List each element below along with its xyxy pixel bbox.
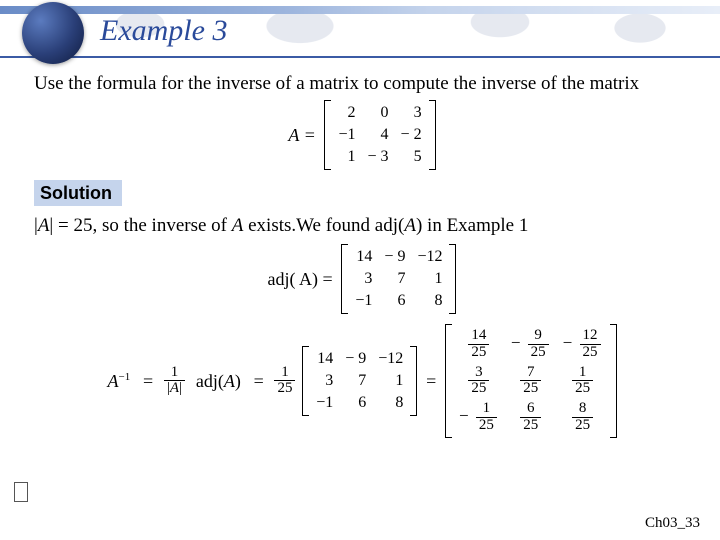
eq2: = — [254, 370, 264, 393]
frac1-num: 1 — [164, 365, 185, 382]
footer-page: Ch03_33 — [645, 515, 700, 532]
explain-A3: A — [404, 215, 416, 236]
adj-text: adj(A) — [196, 370, 241, 393]
inverse-result-matrix: 1425− 925− 1225325725125− 125625825 — [445, 324, 617, 438]
matrix-a-row: A = 203−14− 21− 35 — [34, 100, 686, 170]
explain-mid: | = 25, so the inverse of — [49, 215, 231, 236]
globe-icon — [22, 2, 84, 64]
explain-A2: A — [232, 215, 244, 236]
slide-title: Example 3 — [100, 14, 227, 48]
explain-post: exists.We found adj( — [243, 215, 404, 236]
header: Example 3 — [0, 0, 720, 58]
explain-A1: A — [38, 215, 50, 236]
inverse-mid-matrix: 14− 9−12371−168 — [302, 346, 417, 416]
side-marker-icon — [14, 482, 28, 502]
frac2-den: 25 — [274, 381, 295, 397]
frac2-num: 1 — [274, 365, 295, 382]
matrix-a-label: A = — [288, 124, 315, 147]
frac-1-over-detA: 1 |A| — [164, 365, 185, 398]
header-band — [0, 6, 720, 14]
frac1-den: |A| — [164, 381, 185, 397]
eq1: = — [143, 370, 153, 393]
adj-a-row: adj( A) = 14− 9−12371−168 — [34, 244, 686, 314]
frac-1-over-25: 1 25 — [274, 365, 295, 398]
adj-label: adj( A) = — [268, 268, 333, 291]
problem-text: Use the formula for the inverse of a mat… — [34, 72, 686, 96]
eq3: = — [426, 370, 436, 393]
explain-end: ) in Example 1 — [416, 215, 528, 236]
matrix-a: 203−14− 21− 35 — [324, 100, 435, 170]
slide-body: Use the formula for the inverse of a mat… — [0, 58, 720, 438]
inverse-row: A−1 = 1 |A| adj(A) = 1 25 14− 9−12371−16… — [34, 324, 686, 438]
solution-label: Solution — [34, 180, 122, 207]
adj-matrix: 14− 9−12371−168 — [341, 244, 456, 314]
explain-line: |A| = 25, so the inverse of A exists.We … — [34, 214, 686, 238]
problem-line: Use the formula for the inverse of a mat… — [34, 73, 639, 94]
lhs-A: A−1 — [108, 370, 131, 393]
